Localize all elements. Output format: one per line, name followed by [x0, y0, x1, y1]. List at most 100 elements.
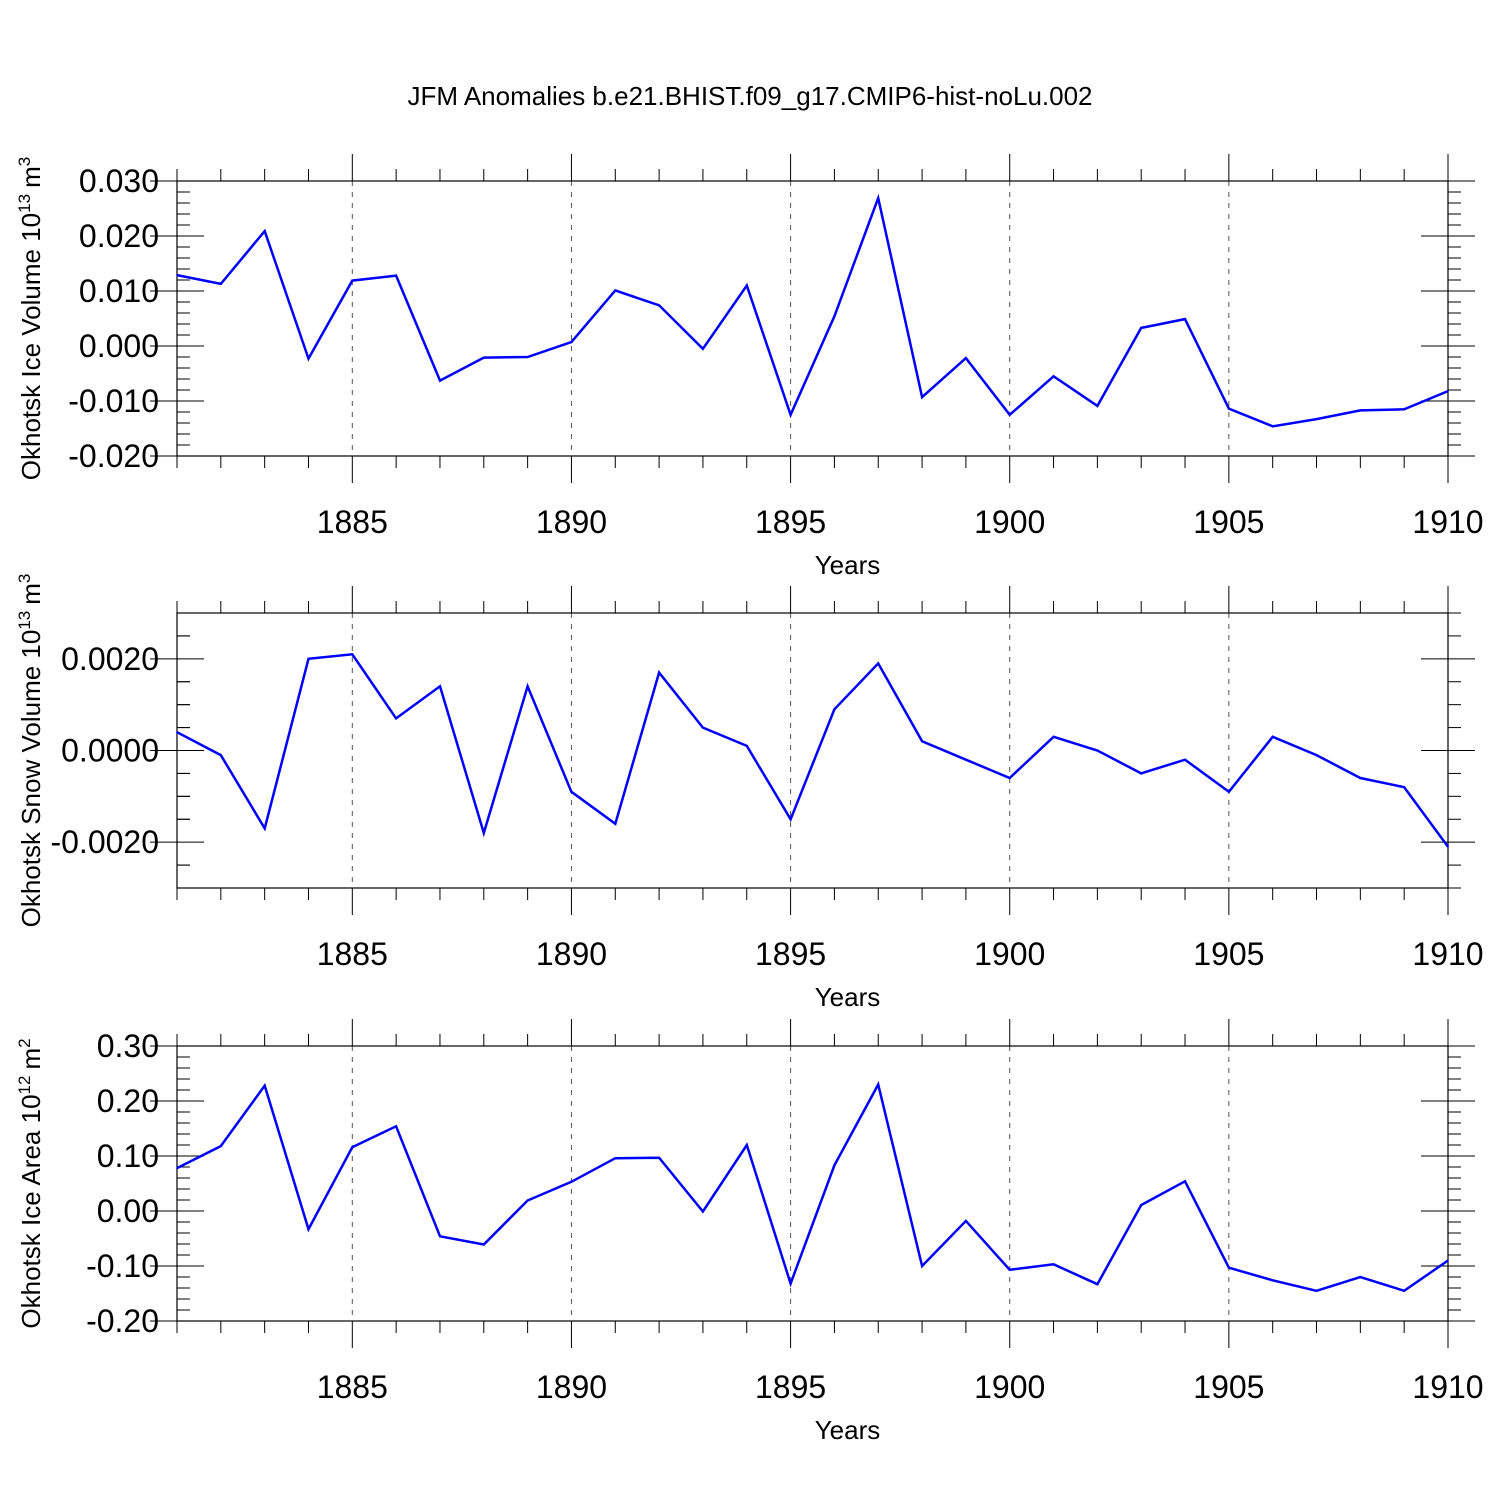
y-tick-label: -0.020 [68, 438, 159, 474]
data-point [614, 823, 617, 825]
y-tick-label: 0.10 [97, 1138, 159, 1174]
data-point [1052, 735, 1055, 738]
data-point [1008, 777, 1011, 779]
data-point [1008, 413, 1011, 416]
data-point [702, 347, 704, 350]
data-point [1228, 407, 1230, 410]
data-point [1359, 777, 1362, 779]
panels: 1885 1890 1895 1900 1905 1910 -0.020 -0.010 0.00… [15, 154, 1484, 1445]
data-point [1228, 1266, 1230, 1269]
data-point [833, 315, 836, 318]
data-point [263, 1084, 266, 1087]
data-point [176, 1167, 178, 1169]
data-point [1228, 790, 1230, 793]
data-point [921, 396, 923, 398]
data-point [833, 1164, 836, 1167]
panel-ice-area: 1885 1890 1895 1900 1905 1910 -0.20 -0.10 0.00 0.… [15, 1019, 1484, 1445]
y-tick-label: 0.020 [79, 218, 159, 254]
x-tick-label: 1885 [317, 1369, 388, 1405]
x-tick-label: 1910 [1412, 936, 1483, 972]
plot-frame [176, 180, 1449, 457]
data-point [351, 1146, 354, 1148]
x-tick-label: 1910 [1412, 1369, 1483, 1405]
data-point [658, 671, 660, 674]
data-point [570, 790, 573, 793]
x-axis-label: Years [815, 982, 881, 1012]
data-point [439, 1235, 441, 1238]
data-point [570, 1181, 573, 1183]
x-tick-label: 1890 [536, 504, 607, 540]
chart-title: JFM Anomalies b.e21.BHIST.f09_g17.CMIP6-… [407, 81, 1092, 111]
data-point [1359, 409, 1362, 412]
data-point [526, 356, 529, 358]
y-tick-label: 0.00 [97, 1193, 159, 1229]
data-point [1096, 1283, 1099, 1285]
y-tick-label: 0.0000 [61, 733, 159, 769]
data-point [658, 1156, 660, 1159]
data-point [1403, 786, 1405, 788]
data-point [745, 745, 748, 747]
data-point [176, 274, 178, 276]
data-point [307, 357, 310, 360]
data-point [745, 1144, 748, 1146]
data-point [1315, 1289, 1318, 1292]
x-tick-label: 1900 [974, 504, 1045, 540]
y-tick-label: -0.20 [86, 1303, 159, 1339]
data-point [351, 279, 354, 282]
data-point [1140, 327, 1143, 329]
data-point [965, 758, 967, 761]
y-axis-label-part: m [16, 583, 46, 605]
data-point [482, 832, 485, 834]
x-tick-label: 1895 [755, 936, 826, 972]
data-point [220, 283, 222, 285]
x-tick-label: 1910 [1412, 504, 1483, 540]
plot-frame [176, 1045, 1449, 1322]
data-point [877, 662, 880, 665]
data-point [702, 726, 704, 729]
data-point [526, 685, 529, 688]
data-point [789, 818, 792, 821]
y-tick-label: 0.30 [97, 1028, 159, 1064]
data-point [220, 1145, 222, 1147]
data-point [1184, 758, 1186, 761]
y-axis-label: Okhotsk Snow Volume 1013 m3 [15, 574, 46, 928]
y-tick-label: 0.0020 [61, 641, 159, 677]
data-point [658, 304, 660, 307]
x-tick-label: 1905 [1193, 1369, 1264, 1405]
data-point [1315, 418, 1318, 420]
y-axis-label-part: m [16, 1048, 46, 1070]
data-point [482, 356, 485, 359]
x-tick-label: 1905 [1193, 936, 1264, 972]
data-point [921, 740, 923, 743]
data-point [965, 357, 967, 359]
y-axis-label-part: 13 [15, 611, 34, 630]
y-axis-label-part: 3 [15, 157, 34, 166]
data-point [1096, 749, 1099, 752]
data-point [1359, 1276, 1362, 1278]
data-point [614, 289, 617, 292]
data-point [1052, 1263, 1055, 1266]
data-point [614, 1157, 617, 1159]
series-line-snow-volume [176, 652, 1450, 848]
data-point [1315, 754, 1318, 756]
series-line-ice-volume [176, 193, 1449, 428]
data-point [351, 653, 354, 656]
data-point [1052, 375, 1055, 378]
x-tick-label: 1895 [755, 504, 826, 540]
y-axis-label: Okhotsk Ice Volume 1013 m3 [15, 157, 46, 480]
data-point [263, 827, 266, 830]
panel-ice-volume: 1885 1890 1895 1900 1905 1910 -0.020 -0.010 0.00… [15, 154, 1484, 580]
data-point [1271, 425, 1274, 428]
data-point [1184, 318, 1186, 320]
data-point [307, 658, 310, 660]
data-point [395, 717, 397, 720]
y-tick-label: -0.0020 [50, 824, 159, 860]
y-tick-label: 0.030 [79, 163, 159, 199]
data-point [307, 1228, 310, 1230]
series-line-ice-area [176, 1081, 1449, 1293]
y-axis-label-part: 3 [15, 574, 34, 583]
y-axis-label-part: 2 [15, 1038, 34, 1047]
x-tick-label: 1885 [317, 504, 388, 540]
panel-snow-volume: 1885 1890 1895 1900 1905 1910 -0.0020 0.0000 0.0… [15, 574, 1484, 1012]
